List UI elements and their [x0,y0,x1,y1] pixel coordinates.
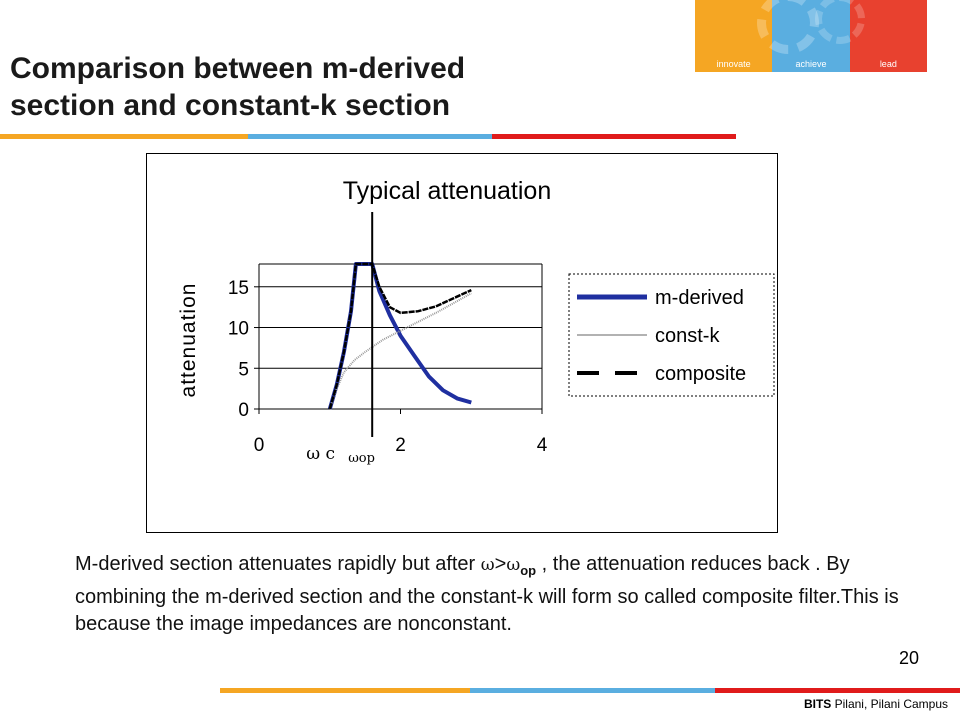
legend: m-derived const-k composite [577,287,746,385]
gear-icon [757,0,819,54]
legend-label-const-k: const-k [655,325,720,347]
greater-than: > [494,553,507,575]
series-layer [327,262,472,410]
title-rule [0,134,736,139]
body-paragraph: M-derived section attenuates rapidly but… [75,551,905,638]
omega-symbol: ω [480,555,495,575]
legend-label-m-derived: m-derived [655,287,744,309]
footer-rule-red [715,688,960,693]
slide-title-line1: Comparison between m-derived [10,52,466,85]
y-axis-label: attenuation [177,283,200,398]
series-line-composite [328,262,472,410]
slide-title: Comparison between m-derived section and… [10,50,650,124]
footer-campus-text: Pilani, Pilani Campus [831,697,948,711]
page-number: 20 [899,648,920,668]
legend-box [568,273,775,397]
y-tick-label-3: 15 [228,278,249,299]
omega-c-label: ω c [306,444,335,464]
logo: innovate achieve lead [695,0,927,72]
omega-op-label: ωop [348,451,375,466]
footer-rule [220,688,960,693]
body-text-part2: , the attenuation reduces back . By comb… [75,553,899,635]
omega-symbol-2: ω [506,555,521,575]
axis-layer: 0 5 10 15 0 2 4 [228,263,548,456]
logo-word-achieve: achieve [795,59,827,69]
logo-word-innovate: innovate [716,59,751,69]
gear-icon-small [815,0,865,44]
footer-rule-blue [470,688,715,693]
x-tick-label-1: 2 [395,435,406,456]
chart-frame: Typical attenuation attenuation 0 5 10 15 0 2… [146,153,778,533]
op-subscript: op [520,563,537,578]
grid-layer [259,286,542,410]
title-rule-blue [248,134,492,139]
y-tick-label-0: 0 [238,400,249,421]
slide-title-line2: section and constant-k section [10,89,451,122]
footer-campus: BITS Pilani, Pilani Campus [804,697,948,711]
series-line-m-derived [327,262,472,410]
series-line-const-k [328,292,472,410]
y-tick-label-2: 10 [228,319,249,340]
title-rule-orange [0,134,248,139]
footer-bits: BITS [803,697,832,711]
title-rule-red [492,134,736,139]
body-text-part1: M-derived section attenuates rapidly but… [75,553,481,575]
x-tick-label-0: 0 [254,435,265,456]
y-tick-label-1: 5 [238,359,249,380]
logo-word-lead: lead [879,59,897,69]
annotation-layer: ω c ωop [306,212,375,466]
footer-rule-orange [220,688,470,693]
legend-label-composite: composite [655,363,746,385]
chart-title: Typical attenuation [343,177,551,205]
attenuation-chart: Typical attenuation attenuation 0 5 10 15 0 2… [177,177,775,466]
x-tick-label-2: 4 [537,435,548,456]
